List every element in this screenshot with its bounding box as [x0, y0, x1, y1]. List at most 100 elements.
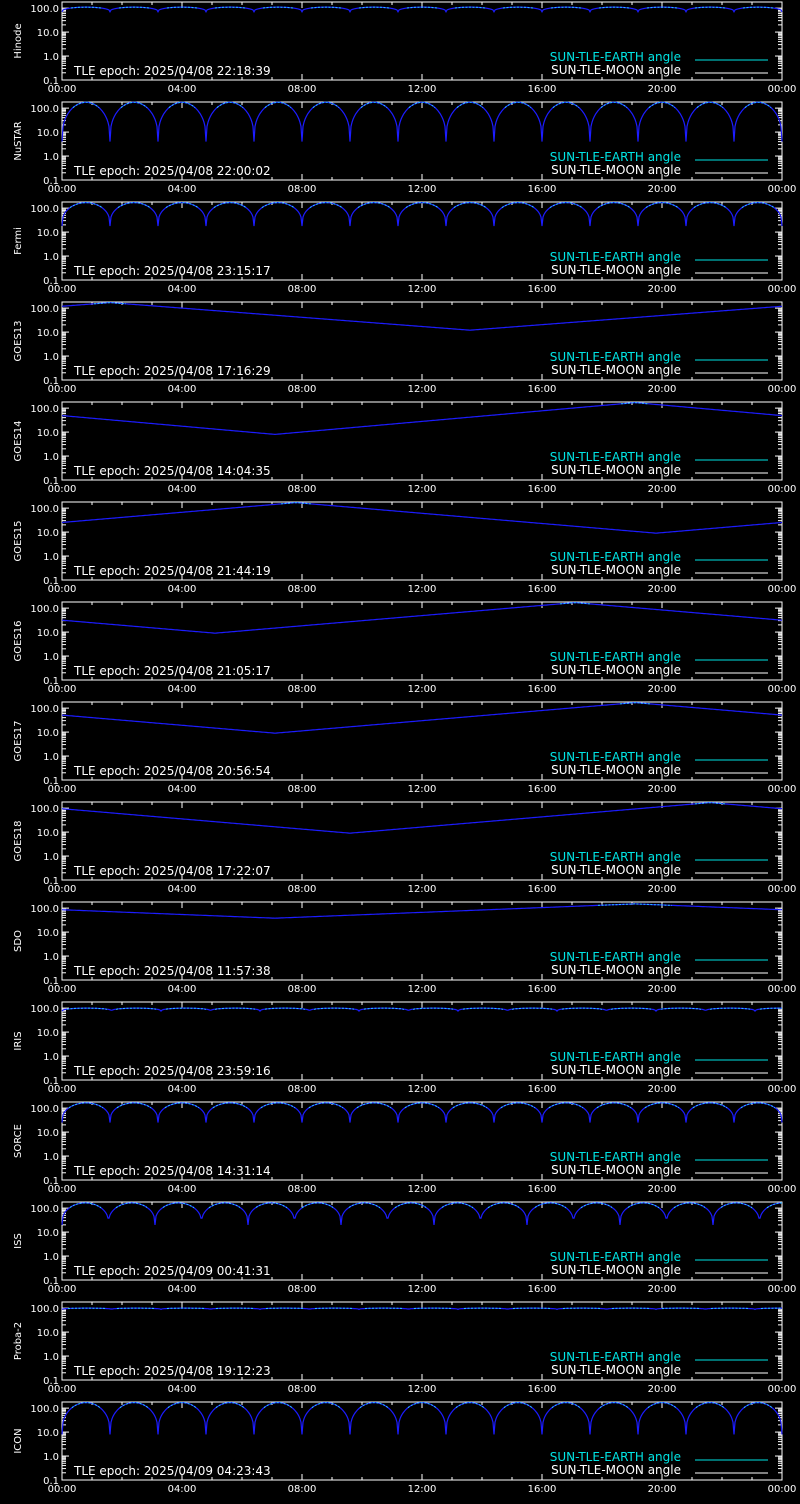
x-tick-label: 00:00: [48, 784, 77, 795]
y-tick-label: 1.0: [43, 52, 59, 63]
legend-earth-label: SUN-TLE-EARTH angle: [550, 1350, 681, 1364]
x-tick-label: 00:00: [768, 984, 797, 995]
x-tick-label: 00:00: [768, 384, 797, 395]
tle-epoch-label: TLE epoch: 2025/04/08 14:04:35: [73, 464, 271, 478]
x-tick-label: 12:00: [408, 684, 437, 695]
tle-epoch-label: TLE epoch: 2025/04/08 17:16:29: [73, 364, 271, 378]
y-tick-label: 100.0: [30, 204, 59, 215]
x-tick-label: 08:00: [288, 884, 317, 895]
x-tick-label: 20:00: [648, 884, 677, 895]
x-tick-label: 12:00: [408, 984, 437, 995]
x-tick-label: 00:00: [768, 84, 797, 95]
legend-earth-label: SUN-TLE-EARTH angle: [550, 550, 681, 564]
legend-earth-label: SUN-TLE-EARTH angle: [550, 1250, 681, 1264]
tle-epoch-label: TLE epoch: 2025/04/08 19:12:23: [73, 1364, 271, 1378]
x-tick-label: 04:00: [168, 884, 197, 895]
legend-earth-label: SUN-TLE-EARTH angle: [550, 50, 681, 64]
x-tick-label: 00:00: [48, 184, 77, 195]
x-tick-label: 16:00: [528, 1284, 557, 1295]
x-tick-label: 04:00: [168, 284, 197, 295]
x-tick-label: 12:00: [408, 1284, 437, 1295]
x-tick-label: 20:00: [648, 584, 677, 595]
legend-moon-label: SUN-TLE-MOON angle: [551, 1163, 681, 1177]
y-tick-label: 1.0: [43, 652, 59, 663]
x-tick-label: 16:00: [528, 484, 557, 495]
x-tick-label: 00:00: [48, 1184, 77, 1195]
legend-earth-label: SUN-TLE-EARTH angle: [550, 250, 681, 264]
x-tick-label: 20:00: [648, 1184, 677, 1195]
x-tick-label: 04:00: [168, 684, 197, 695]
y-tick-label: 1.0: [43, 352, 59, 363]
tle-epoch-label: TLE epoch: 2025/04/08 20:56:54: [73, 764, 271, 778]
tle-epoch-label: TLE epoch: 2025/04/09 04:23:43: [73, 1464, 271, 1478]
x-tick-label: 12:00: [408, 1184, 437, 1195]
y-tick-label: 100.0: [30, 1204, 59, 1215]
x-tick-label: 04:00: [168, 984, 197, 995]
x-tick-label: 00:00: [768, 1284, 797, 1295]
y-tick-label: 10.0: [37, 328, 59, 339]
x-tick-label: 04:00: [168, 784, 197, 795]
legend-moon-label: SUN-TLE-MOON angle: [551, 963, 681, 977]
x-tick-label: 08:00: [288, 1084, 317, 1095]
y-tick-label: 1.0: [43, 552, 59, 563]
tle-epoch-label: TLE epoch: 2025/04/08 21:05:17: [73, 664, 271, 678]
y-tick-label: 10.0: [37, 928, 59, 939]
x-tick-label: 12:00: [408, 1484, 437, 1495]
x-tick-label: 00:00: [48, 884, 77, 895]
y-tick-label: 100.0: [30, 804, 59, 815]
x-tick-label: 20:00: [648, 84, 677, 95]
x-tick-label: 04:00: [168, 84, 197, 95]
satellite-name-label: IRIS: [13, 1031, 24, 1050]
legend-earth-label: SUN-TLE-EARTH angle: [550, 950, 681, 964]
y-tick-label: 10.0: [37, 1228, 59, 1239]
satellite-name-label: Proba-2: [13, 1322, 24, 1360]
sun-tle-earth-high-segment: [560, 603, 590, 604]
y-tick-label: 10.0: [37, 528, 59, 539]
x-tick-label: 00:00: [48, 984, 77, 995]
legend-moon-label: SUN-TLE-MOON angle: [551, 763, 681, 777]
x-tick-label: 08:00: [288, 184, 317, 195]
x-tick-label: 08:00: [288, 984, 317, 995]
y-tick-label: 10.0: [37, 1328, 59, 1339]
x-tick-label: 16:00: [528, 984, 557, 995]
y-tick-label: 10.0: [37, 428, 59, 439]
x-tick-label: 16:00: [528, 684, 557, 695]
sun-tle-earth-high-segment: [695, 803, 725, 804]
x-tick-label: 20:00: [648, 384, 677, 395]
legend-moon-label: SUN-TLE-MOON angle: [551, 563, 681, 577]
satellite-name-label: GOES16: [13, 620, 24, 661]
y-tick-label: 1.0: [43, 1052, 59, 1063]
x-tick-label: 00:00: [48, 584, 77, 595]
satellite-name-label: GOES17: [13, 720, 24, 761]
x-tick-label: 16:00: [528, 1084, 557, 1095]
legend-moon-label: SUN-TLE-MOON angle: [551, 263, 681, 277]
x-tick-label: 20:00: [648, 284, 677, 295]
y-tick-label: 10.0: [37, 228, 59, 239]
y-tick-label: 1.0: [43, 152, 59, 163]
legend-earth-label: SUN-TLE-EARTH angle: [550, 1150, 681, 1164]
satellite-name-label: GOES15: [13, 520, 24, 561]
y-tick-label: 1.0: [43, 252, 59, 263]
y-tick-label: 10.0: [37, 728, 59, 739]
x-tick-label: 12:00: [408, 284, 437, 295]
x-tick-label: 20:00: [648, 1084, 677, 1095]
x-tick-label: 04:00: [168, 184, 197, 195]
x-tick-label: 20:00: [648, 784, 677, 795]
y-tick-label: 100.0: [30, 404, 59, 415]
x-tick-label: 00:00: [768, 1084, 797, 1095]
x-tick-label: 16:00: [528, 284, 557, 295]
x-tick-label: 00:00: [48, 384, 77, 395]
satellite-name-label: GOES13: [13, 320, 24, 361]
x-tick-label: 08:00: [288, 784, 317, 795]
x-tick-label: 08:00: [288, 1284, 317, 1295]
x-tick-label: 12:00: [408, 1384, 437, 1395]
satellite-name-label: ICON: [13, 1428, 24, 1453]
y-tick-label: 1.0: [43, 1152, 59, 1163]
legend-earth-label: SUN-TLE-EARTH angle: [550, 750, 681, 764]
x-tick-label: 12:00: [408, 384, 437, 395]
y-tick-label: 100.0: [30, 504, 59, 515]
legend-moon-label: SUN-TLE-MOON angle: [551, 63, 681, 77]
x-tick-label: 08:00: [288, 84, 317, 95]
